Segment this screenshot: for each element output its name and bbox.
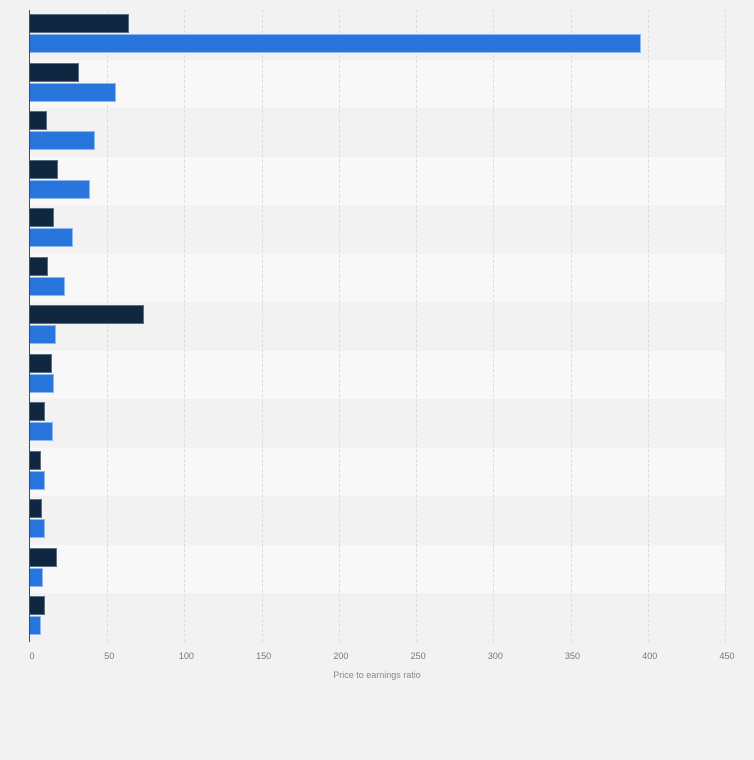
bar-series-1[interactable] (30, 547, 58, 567)
row-band (30, 59, 725, 108)
bar-series-2[interactable] (30, 179, 91, 199)
row-band (30, 205, 725, 254)
bar-series-2[interactable] (30, 519, 45, 538)
row-band (30, 350, 725, 399)
x-tick-label: 450 (719, 651, 735, 661)
bar-series-2[interactable] (30, 325, 57, 344)
bar-series-1[interactable] (30, 256, 49, 276)
bar-series-1[interactable] (30, 208, 55, 227)
x-tick-label: 150 (256, 651, 272, 661)
row-band (30, 496, 725, 545)
row-band (30, 593, 725, 642)
x-tick-label: 200 (333, 651, 349, 661)
y-axis-line (29, 10, 30, 642)
row-band (30, 544, 725, 593)
gridline (647, 10, 649, 642)
row-band (30, 108, 725, 157)
bar-series-1[interactable] (30, 353, 53, 373)
gridline (184, 10, 186, 642)
bar-series-2[interactable] (30, 373, 55, 393)
bar-series-2[interactable] (30, 422, 53, 441)
gridline (570, 10, 572, 642)
row-band (30, 253, 725, 302)
bar-series-1[interactable] (30, 402, 45, 421)
x-tick-label: 50 (104, 651, 115, 661)
bar-series-2[interactable] (30, 228, 74, 247)
bar-series-2[interactable] (30, 131, 96, 150)
bar-series-1[interactable] (30, 305, 144, 324)
x-tick-label: 300 (487, 651, 503, 661)
gridline (261, 10, 263, 642)
row-band (30, 447, 725, 496)
bar-series-1[interactable] (30, 111, 48, 130)
bar-series-1[interactable] (30, 159, 58, 179)
row-band (30, 156, 725, 205)
x-tick-label: 400 (642, 651, 658, 661)
x-tick-label: 100 (178, 651, 194, 661)
gridline (416, 10, 418, 642)
x-tick-label: 350 (565, 651, 581, 661)
gridline (725, 10, 726, 642)
bar-series-2[interactable] (30, 82, 117, 102)
row-band (30, 399, 725, 448)
bar-series-2[interactable] (30, 276, 66, 296)
x-tick-label: 250 (410, 651, 426, 661)
bar-series-1[interactable] (30, 499, 43, 518)
bar-series-2[interactable] (30, 616, 42, 635)
bar-series-1[interactable] (30, 62, 80, 82)
x-tick-label: 0 (29, 651, 35, 661)
bar-series-2[interactable] (30, 34, 642, 53)
gridline (107, 10, 109, 642)
gridline (493, 10, 495, 642)
gridline (338, 10, 340, 642)
bar-series-1[interactable] (30, 14, 130, 33)
x-axis-title: Price to earnings ratio (333, 670, 421, 680)
bar-series-1[interactable] (30, 596, 45, 615)
bar-series-1[interactable] (30, 450, 42, 470)
bar-series-2[interactable] (30, 567, 43, 587)
row-band (30, 302, 725, 351)
bar-series-2[interactable] (30, 470, 45, 490)
